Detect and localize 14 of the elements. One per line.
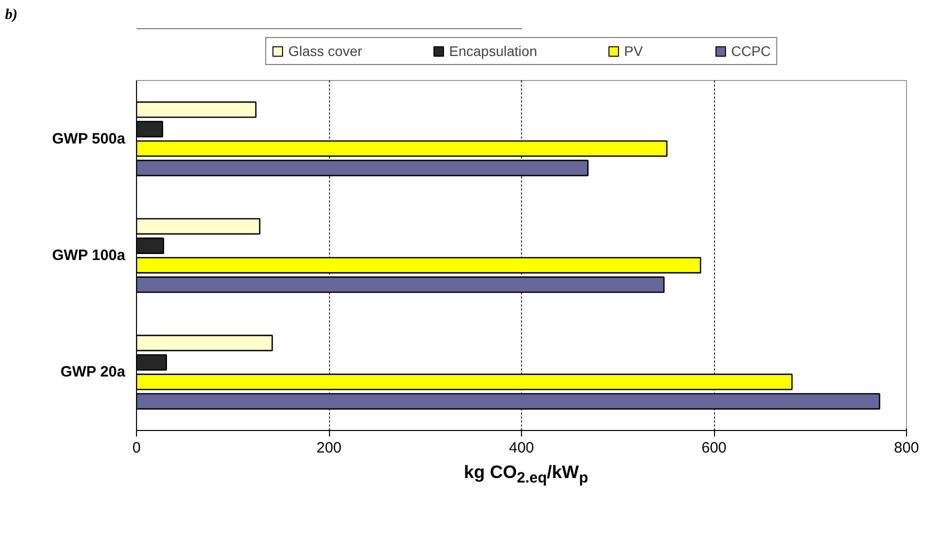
- x-tick-label: 600: [701, 440, 727, 456]
- y-tick-label: GWP 20a: [60, 364, 126, 381]
- x-tick-label: 800: [894, 440, 920, 456]
- y-tick-label: GWP 500a: [52, 130, 126, 148]
- legend-label: PV: [624, 43, 644, 59]
- x-tick-label: 200: [316, 440, 342, 456]
- legend-label: CCPC: [731, 43, 771, 59]
- legend-label: Encapsulation: [449, 43, 538, 59]
- x-tick-label: 400: [508, 440, 534, 456]
- x-tick-label: 0: [132, 440, 141, 456]
- text: b): [5, 7, 18, 23]
- y-tick-label: GWP 100a: [52, 247, 126, 264]
- x-axis-title: kg CO$_{2.eq}$/kW$_{p}$: [464, 462, 588, 487]
- legend-label: Glass cover: [288, 43, 362, 59]
